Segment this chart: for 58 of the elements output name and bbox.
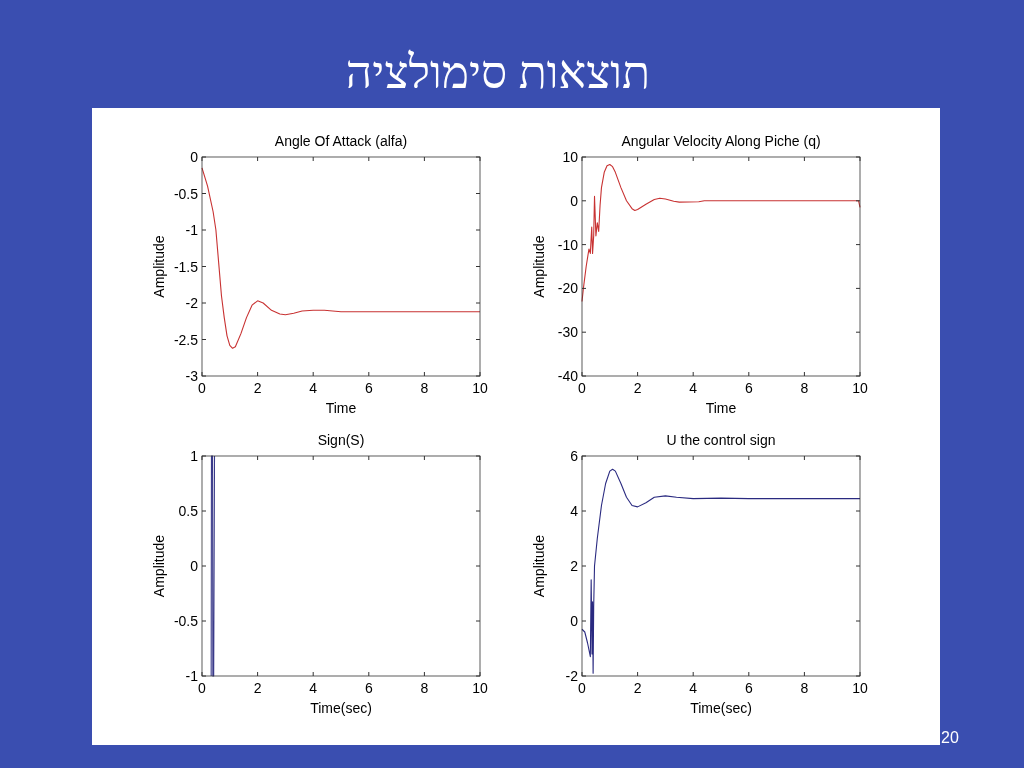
y-tick-label: -2: [565, 668, 579, 684]
y-axis-title: Amplitude: [151, 235, 167, 298]
x-tick-label: 10: [852, 680, 868, 696]
y-tick-label: 2: [570, 558, 579, 574]
chart-title: Angular Velocity Along Piche (q): [621, 133, 821, 149]
y-axis-title: Amplitude: [531, 235, 547, 298]
x-axis-title: Time: [705, 400, 737, 416]
y-tick-label: -1: [185, 668, 199, 684]
x-tick-label: 10: [852, 380, 868, 396]
x-axis-title: Time(sec): [310, 700, 372, 716]
chart-title: Sign(S): [317, 432, 365, 448]
x-tick-label: 2: [253, 380, 262, 396]
x-tick-label: 4: [689, 680, 698, 696]
line-series: [581, 468, 861, 674]
x-axis-title: Time: [325, 400, 357, 416]
y-axis-title: Amplitude: [531, 534, 547, 598]
y-tick-label: 1: [190, 448, 199, 464]
y-tick-label: -2.5: [173, 331, 199, 348]
y-tick-label: -0.5: [173, 613, 199, 629]
y-tick-label: -3: [185, 368, 199, 384]
text: 20: [941, 729, 959, 746]
y-tick-label: -10: [557, 236, 579, 253]
x-tick-label: 4: [309, 380, 318, 396]
x-tick-label: 10: [472, 680, 488, 696]
y-tick-label: -0.5: [173, 185, 199, 202]
x-tick-label: 8: [420, 680, 429, 696]
x-axis-title: Time(sec): [690, 700, 752, 716]
x-tick-label: 6: [744, 680, 753, 696]
x-tick-label: 10: [472, 380, 488, 396]
x-tick-label: 2: [633, 380, 642, 396]
y-axis-title: Amplitude: [151, 534, 167, 598]
x-tick-label: 6: [744, 380, 753, 396]
x-tick-label: 4: [309, 680, 318, 696]
x-tick-label: 6: [364, 380, 373, 396]
y-tick-label: 10: [562, 149, 579, 165]
y-tick-label: -40: [557, 368, 579, 384]
x-tick-label: 6: [364, 680, 373, 696]
text: תוצאות סימולציה: [345, 47, 651, 98]
x-tick-label: 2: [253, 680, 262, 696]
y-tick-label: 4: [570, 503, 579, 519]
y-tick-label: 6: [570, 448, 579, 464]
y-tick-label: 0: [190, 558, 199, 574]
y-tick-label: 0: [570, 192, 579, 209]
chart-title: U the control sign: [666, 432, 776, 448]
x-tick-label: 8: [420, 380, 429, 396]
x-tick-label: 8: [800, 380, 809, 396]
y-tick-label: -2: [185, 295, 199, 311]
y-tick-label: -30: [557, 324, 579, 341]
y-tick-label: -1: [185, 222, 199, 238]
y-tick-label: 0.5: [178, 503, 199, 519]
x-tick-label: 4: [689, 380, 698, 396]
y-tick-label: 0: [570, 613, 579, 629]
x-tick-label: 2: [633, 680, 642, 696]
y-tick-label: -1.5: [173, 258, 199, 275]
y-tick-label: -20: [557, 280, 579, 297]
y-tick-label: 0: [190, 149, 199, 165]
chart-title: Angle Of Attack (alfa): [274, 133, 408, 149]
x-tick-label: 8: [800, 680, 809, 696]
